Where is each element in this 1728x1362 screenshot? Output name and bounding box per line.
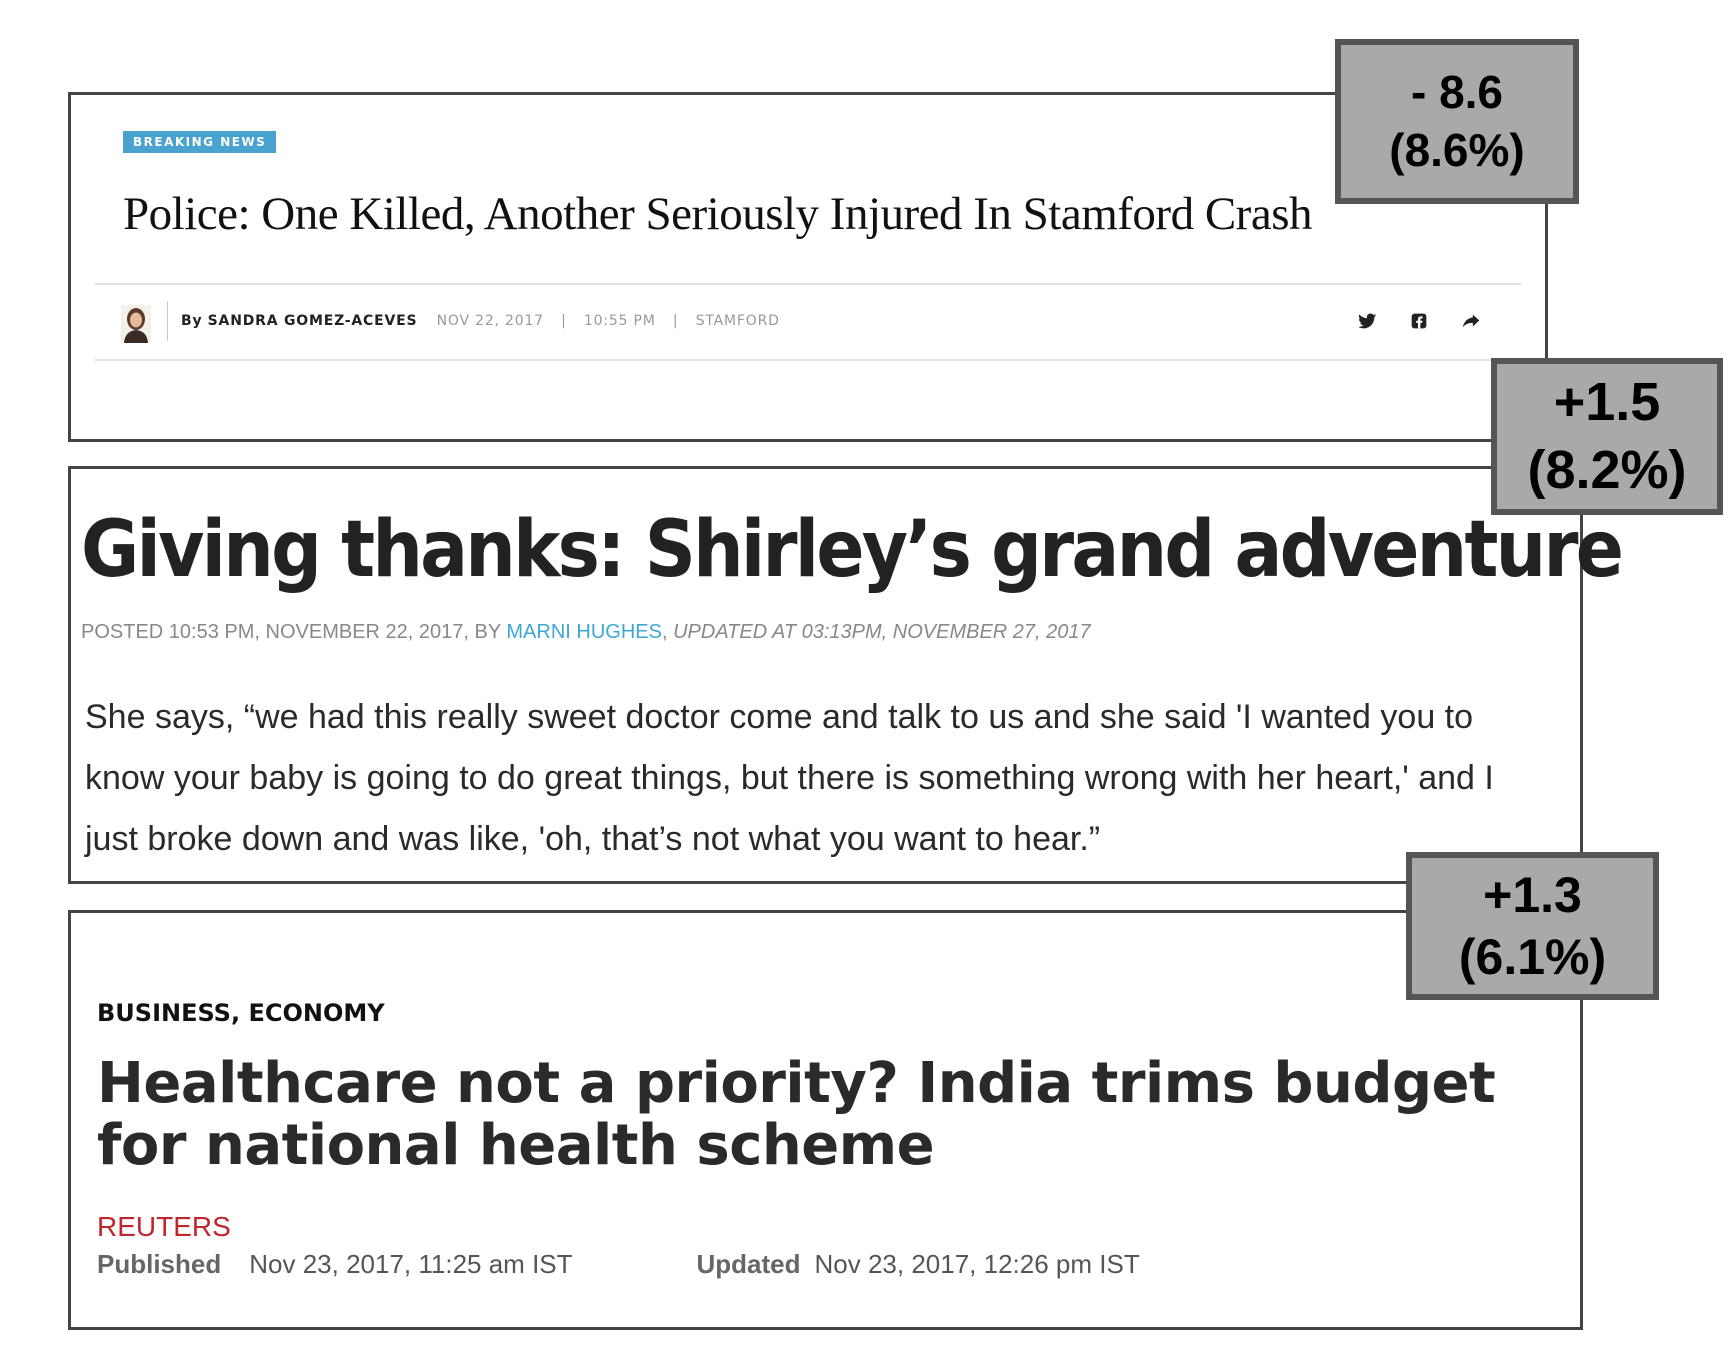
published-date: Nov 23, 2017, 11:25 am IST: [249, 1249, 573, 1279]
facebook-icon[interactable]: [1408, 310, 1430, 332]
location-link[interactable]: STAMFORD: [695, 313, 780, 329]
source-label[interactable]: REUTERS: [97, 1211, 231, 1242]
article-body-text: She says, “we had this really sweet doct…: [85, 698, 1494, 858]
social-share-bar: [1356, 310, 1482, 332]
headline-shirley[interactable]: Giving thanks: Shirley’s grand adventure: [81, 505, 1624, 595]
divider-bottom: [95, 359, 1521, 361]
publish-time: 10:55 PM: [583, 313, 656, 329]
posted-date: POSTED 10:53 PM, NOVEMBER 22, 2017, BY: [81, 621, 501, 643]
score-badge-1: - 8.6 (8.6%): [1335, 39, 1579, 204]
breaking-news-tag[interactable]: BREAKING NEWS: [123, 131, 277, 153]
published-label: Published: [97, 1249, 222, 1279]
score-change: +1.5: [1553, 372, 1661, 432]
updated-date: Nov 23, 2017, 12:26 pm IST: [814, 1249, 1140, 1279]
score-percent: (6.1%): [1458, 929, 1607, 985]
author-link[interactable]: MARNI HUGHES: [506, 621, 662, 643]
article-card-shirley: Giving thanks: Shirley’s grand adventure…: [68, 466, 1624, 884]
by-prefix: By: [181, 313, 203, 329]
author-avatar[interactable]: [121, 305, 151, 343]
article-card-healthcare: BUSINESS, ECONOMY Healthcare not a prior…: [68, 910, 1583, 1330]
headline-healthcare[interactable]: Healthcare not a priority? India trims b…: [97, 1051, 1496, 1178]
article-card-stamford: BREAKING NEWS Police: One Killed, Anothe…: [68, 92, 1548, 442]
score-change: +1.3: [1483, 866, 1582, 923]
score-percent: (8.6%): [1389, 123, 1525, 176]
updated-label: Updated: [696, 1249, 801, 1279]
score-percent: (8.2%): [1527, 439, 1687, 500]
share-icon[interactable]: [1460, 310, 1482, 332]
author-link[interactable]: SANDRA GOMEZ-ACEVES: [207, 313, 418, 329]
twitter-icon[interactable]: [1356, 310, 1378, 332]
score-badge-2: +1.5 (8.2%): [1491, 358, 1723, 515]
category-links[interactable]: BUSINESS, ECONOMY: [97, 999, 385, 1027]
date-line: Published Nov 23, 2017, 11:25 am IST Updat…: [97, 1249, 1140, 1280]
byline: By SANDRA GOMEZ-ACEVES NOV 22, 2017 | 10…: [181, 313, 780, 329]
score-badge-3: +1.3 (6.1%): [1406, 852, 1659, 1000]
meta-separator: |: [672, 313, 679, 329]
publish-date: NOV 22, 2017: [436, 313, 544, 329]
meta-comma: ,: [661, 621, 668, 643]
divider-top: [95, 283, 1521, 285]
post-meta: POSTED 10:53 PM, NOVEMBER 22, 2017, BY M…: [81, 621, 1091, 644]
meta-divider: [167, 301, 168, 341]
headline-stamford[interactable]: Police: One Killed, Another Seriously In…: [123, 188, 1313, 240]
meta-separator: |: [561, 313, 567, 329]
updated-date: UPDATED AT 03:13PM, NOVEMBER 27, 2017: [673, 621, 1091, 643]
score-change: - 8.6: [1410, 66, 1504, 118]
